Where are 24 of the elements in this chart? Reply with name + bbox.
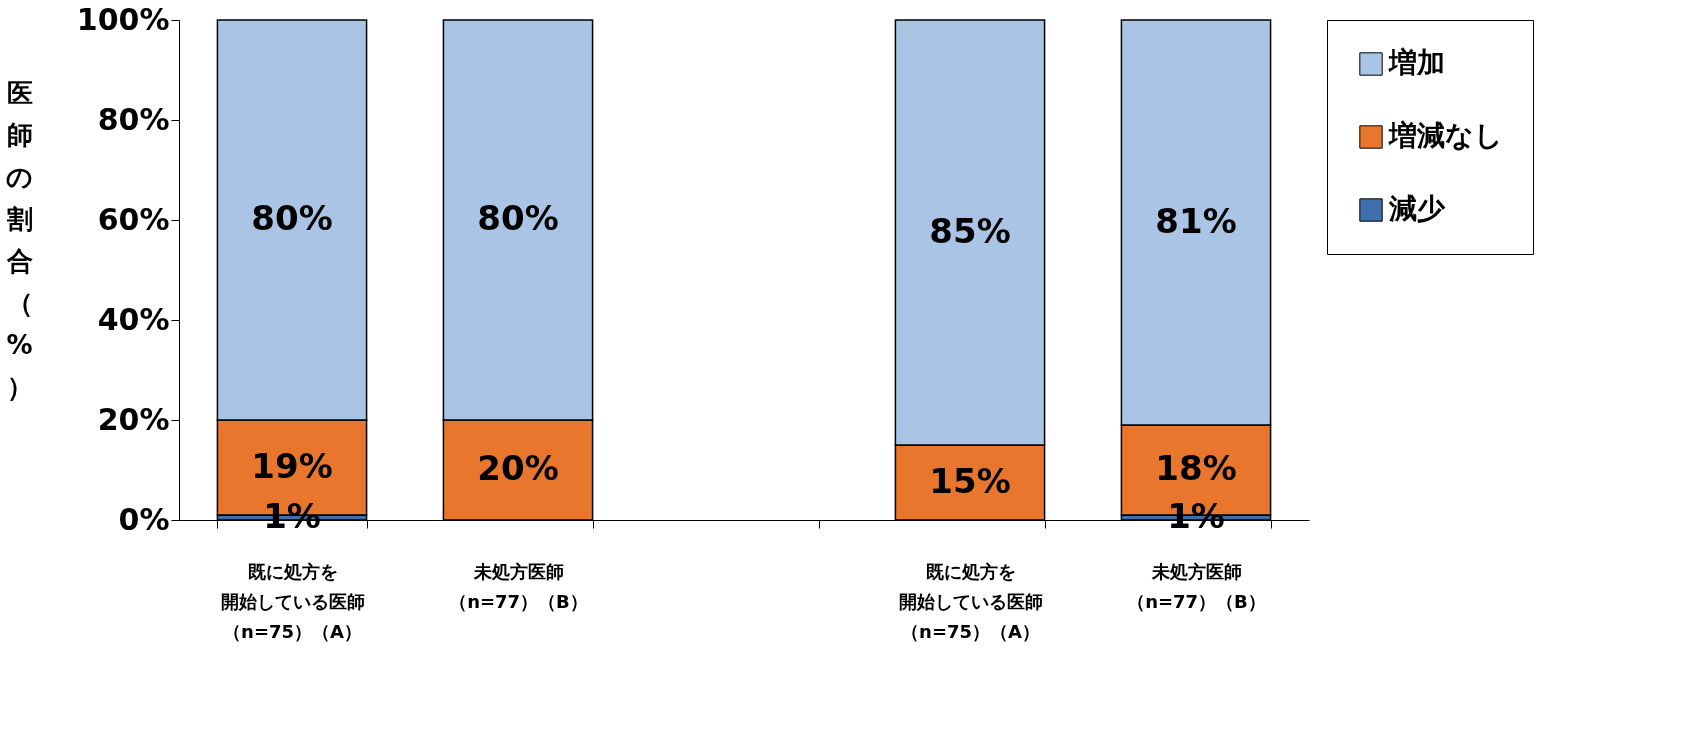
data-label: 85% bbox=[929, 210, 1011, 251]
y-tick-label: 100% bbox=[76, 1, 170, 37]
x-tick-label: 未処方医師（n=77）（B） bbox=[449, 560, 588, 612]
y-tick-label: 20% bbox=[97, 401, 170, 437]
y-tick-label: 60% bbox=[97, 201, 170, 237]
x-tick-label: 未処方医師（n=77）（B） bbox=[1127, 560, 1266, 612]
data-label: 81% bbox=[1155, 200, 1237, 241]
data-label: 80% bbox=[477, 198, 559, 238]
x-tick-label: 既に処方を開始している医師（n=75）（A） bbox=[220, 560, 365, 642]
data-label: 19% bbox=[251, 445, 333, 486]
data-label: 18% bbox=[1155, 448, 1237, 488]
y-tick-label: 80% bbox=[97, 101, 170, 137]
data-label: 80% bbox=[251, 198, 333, 238]
y-axis-title: 医師の割合（%） bbox=[5, 77, 33, 402]
data-label: 20% bbox=[477, 448, 559, 488]
data-label: 1% bbox=[263, 495, 321, 536]
y-tick-label: 0% bbox=[118, 501, 170, 537]
data-label: 1% bbox=[1167, 495, 1225, 536]
y-tick-label: 40% bbox=[97, 301, 170, 337]
legend-label: 減少 bbox=[1388, 192, 1446, 225]
legend-label: 増加 bbox=[1388, 46, 1445, 79]
x-tick-label: 既に処方を開始している医師（n=75）（A） bbox=[898, 560, 1043, 642]
legend-label: 増減なし bbox=[1388, 119, 1503, 152]
data-label: 15% bbox=[929, 460, 1011, 501]
